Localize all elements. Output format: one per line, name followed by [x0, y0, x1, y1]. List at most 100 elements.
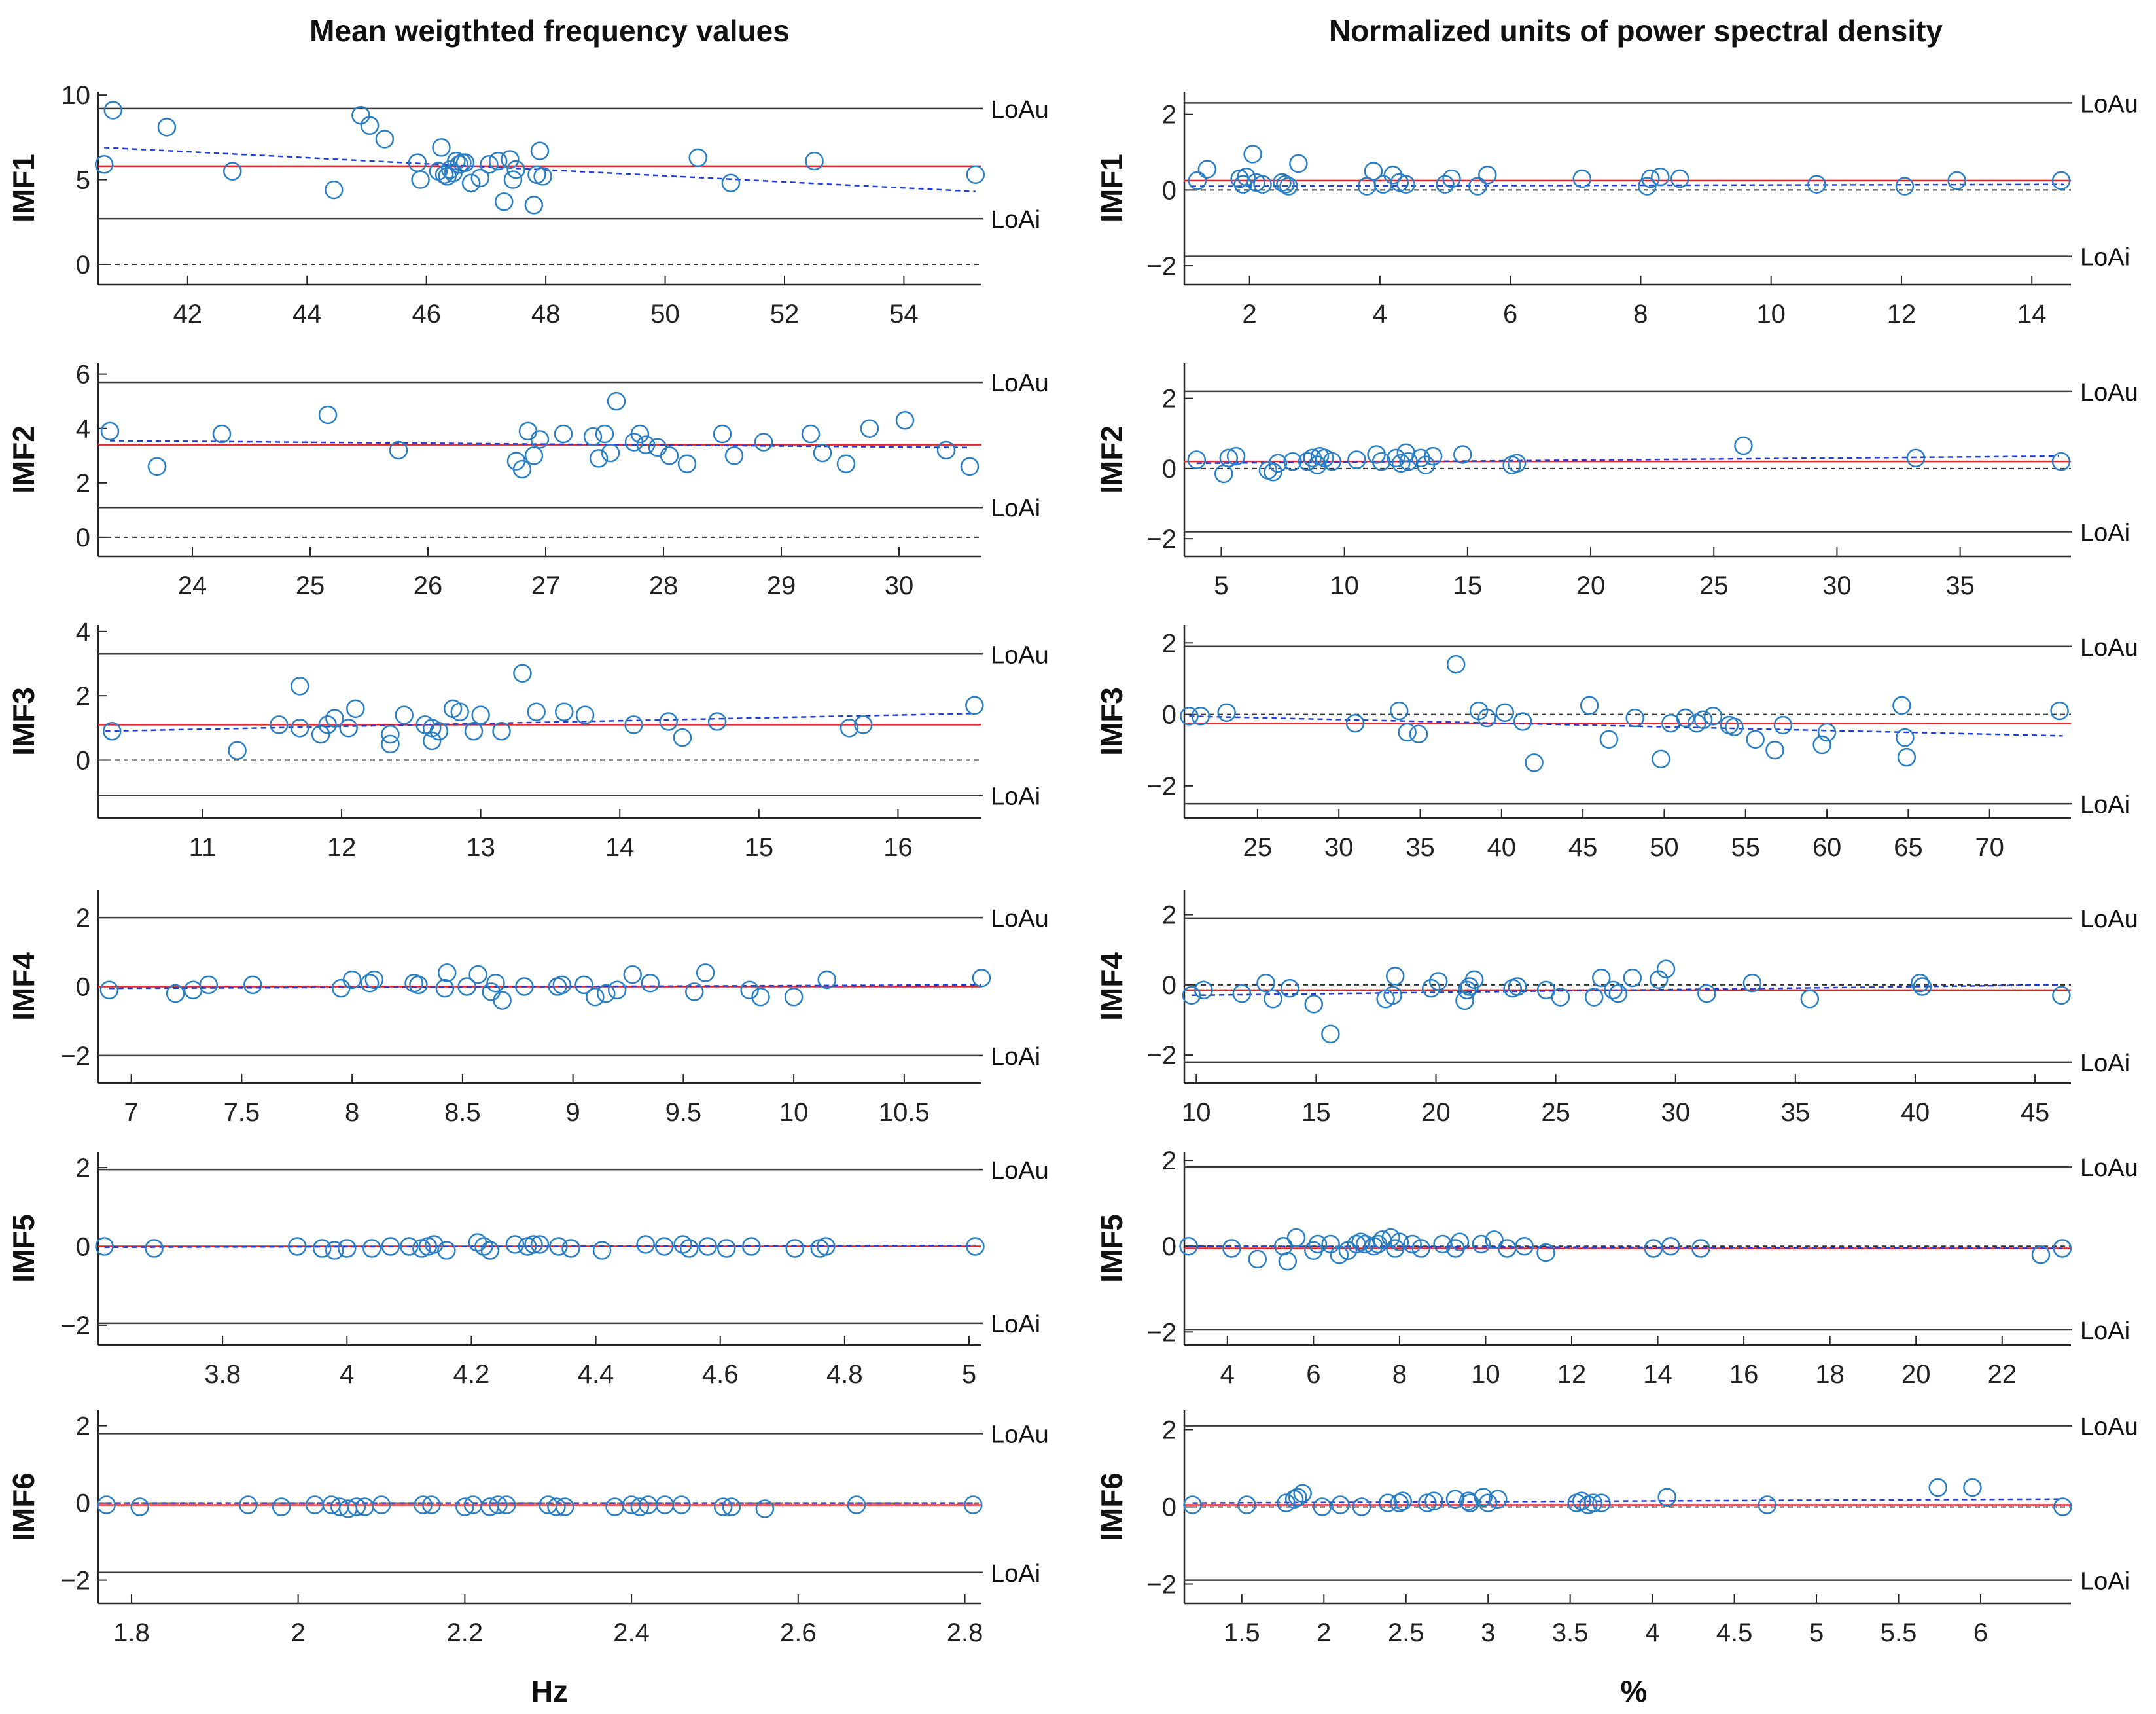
data-point [524, 196, 544, 215]
loa-lower-label: LoAi [2080, 244, 2130, 272]
data-point [813, 443, 832, 463]
x-tick-label: 15 [1453, 571, 1483, 600]
data-point [601, 443, 620, 463]
data-point [1800, 990, 1820, 1009]
x-tick-label: 12 [1887, 300, 1917, 329]
loa-lower-label: LoAi [2080, 1050, 2130, 1077]
data-point [515, 977, 534, 996]
data-point [94, 155, 114, 174]
data-point [839, 719, 859, 738]
x-tick-label: 2 [1317, 1618, 1331, 1647]
data-point [1179, 1236, 1198, 1256]
data-point [688, 148, 707, 168]
x-tick-label: 9 [566, 1098, 580, 1127]
data-point [414, 1495, 433, 1514]
data-point [716, 1239, 736, 1258]
data-point [1321, 1234, 1340, 1254]
x-tick-label: 25 [1243, 833, 1273, 862]
data-point [607, 980, 627, 1000]
data-point [549, 1237, 568, 1256]
data-point [1214, 464, 1233, 484]
data-point [1703, 707, 1723, 726]
left-column-title: Mean weigthted frequency values [309, 14, 790, 48]
trend-line [1189, 715, 2063, 737]
data-point [659, 712, 678, 731]
data-point [707, 712, 727, 731]
data-point [1478, 166, 1497, 185]
loa-upper-label: LoAu [991, 1421, 1049, 1448]
data-point [1536, 1243, 1555, 1262]
data-point [724, 446, 744, 465]
data-point [1583, 1493, 1603, 1512]
y-tick-label: 2 [76, 469, 90, 498]
data-point [351, 105, 370, 125]
data-point [375, 130, 395, 149]
x-tick-label: 1.5 [1224, 1618, 1260, 1647]
data-point [438, 963, 457, 982]
data-point [854, 715, 873, 734]
data-point [1390, 1232, 1409, 1251]
data-point [1222, 1239, 1241, 1258]
data-point [1308, 1234, 1328, 1254]
loa-upper-label: LoAu [2080, 1154, 2138, 1182]
data-point [1390, 1493, 1409, 1512]
loa-upper-label: LoAu [991, 1157, 1049, 1185]
trend-line [109, 984, 982, 990]
data-point [1691, 1239, 1710, 1258]
x-tick-label: 4 [1373, 300, 1387, 329]
data-point [895, 411, 915, 430]
y-axis-label: IMF5 [7, 1214, 41, 1283]
data-point [1652, 749, 1670, 769]
data-point [1182, 986, 1201, 1005]
data-point [1364, 162, 1383, 181]
x-tick-label: 4.4 [578, 1360, 614, 1389]
data-point [1773, 715, 1793, 735]
loa-lower-label: LoAi [2080, 1317, 2130, 1345]
data-point [1758, 1495, 1777, 1514]
data-point [636, 435, 656, 454]
loa-upper-label: LoAu [991, 641, 1049, 669]
data-point [1330, 1245, 1349, 1264]
x-tick-label: 14 [605, 833, 635, 862]
data-point [1895, 177, 1915, 196]
x-tick-label: 25 [1699, 571, 1729, 600]
x-tick-label: 25 [296, 571, 325, 600]
data-point [630, 424, 650, 444]
data-point [457, 977, 476, 996]
data-point [654, 1237, 674, 1256]
data-point [1572, 169, 1592, 188]
data-point [455, 153, 475, 172]
y-tick-label: 2 [1162, 901, 1176, 930]
x-tick-label: 10 [1471, 1360, 1500, 1389]
data-point [1464, 970, 1484, 990]
data-point [1513, 712, 1532, 731]
data-point [1495, 703, 1515, 723]
data-point [437, 1241, 456, 1260]
data-point [677, 454, 697, 473]
data-point [847, 1495, 866, 1514]
data-point [1453, 445, 1472, 464]
panel-r3: −2 0 2 25 30 35 40 45 50 55 60 65 70 IMF3 LoAu LoAi [1095, 625, 2138, 862]
loa-upper-label: LoAu [991, 370, 1049, 397]
data-point [836, 454, 856, 473]
data-point [488, 151, 508, 171]
x-tick-label: 20 [1576, 571, 1606, 600]
data-point [332, 978, 351, 998]
x-tick-label: 2 [291, 1618, 306, 1647]
x-tick-label: 35 [1945, 571, 1975, 600]
data-point [1219, 448, 1238, 468]
data-point [1352, 1497, 1371, 1516]
x-tick-label: 42 [173, 300, 203, 329]
y-tick-label: 2 [1162, 385, 1176, 414]
x-tick-label: 35 [1405, 833, 1435, 862]
data-point [1237, 167, 1256, 187]
data-point [1591, 968, 1611, 988]
data-point [157, 118, 177, 137]
y-tick-label: 2 [76, 904, 90, 933]
x-tick-label: 30 [1661, 1098, 1690, 1127]
data-point [1256, 973, 1275, 993]
x-tick-label: 10 [1330, 571, 1359, 600]
data-point [1656, 959, 1676, 978]
x-tick-label: 24 [178, 571, 207, 600]
